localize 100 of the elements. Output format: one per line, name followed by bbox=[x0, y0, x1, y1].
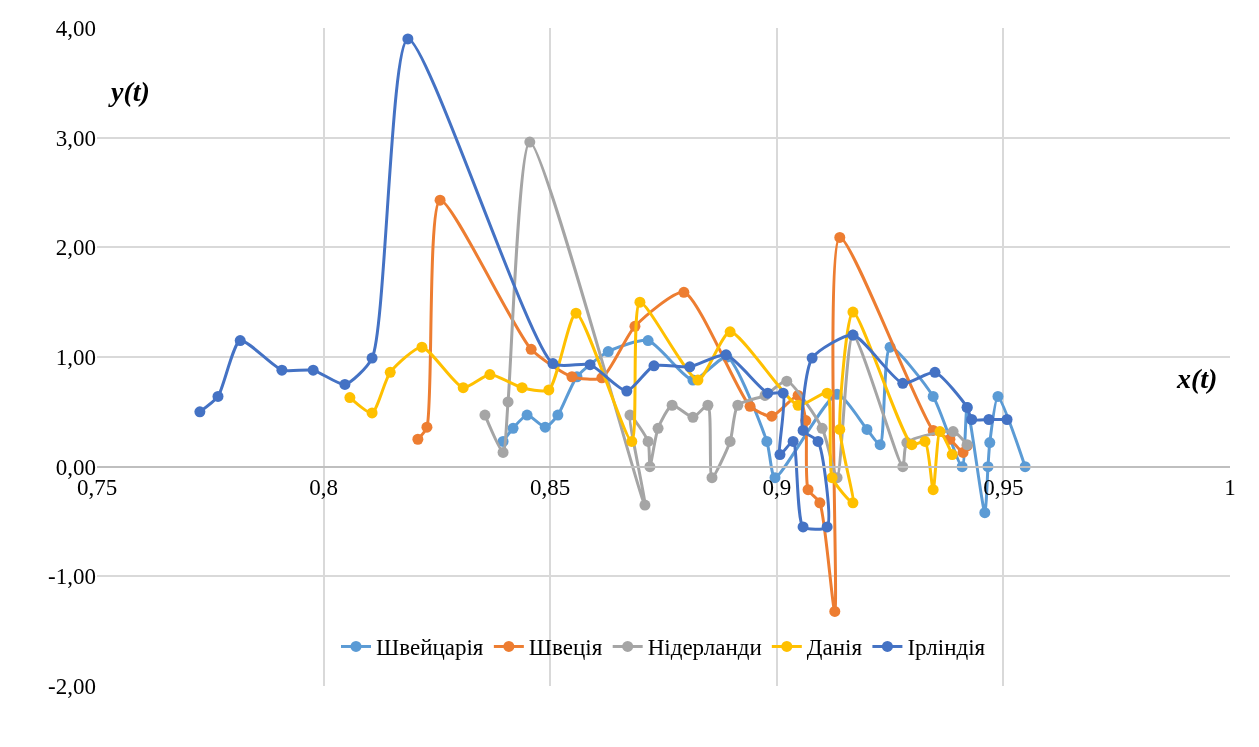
y-tick-label: 3,00 bbox=[55, 125, 96, 151]
point bbox=[339, 378, 351, 390]
y-tick-label: 4,00 bbox=[55, 16, 96, 42]
point bbox=[307, 364, 319, 376]
point bbox=[927, 390, 939, 402]
point bbox=[979, 507, 991, 519]
point bbox=[947, 426, 959, 438]
point bbox=[1001, 414, 1013, 426]
x-tick-label: 0,9 bbox=[762, 475, 792, 501]
point bbox=[543, 384, 555, 396]
point bbox=[621, 385, 633, 397]
point bbox=[402, 33, 414, 45]
point bbox=[484, 369, 496, 381]
point bbox=[421, 421, 433, 433]
point bbox=[412, 433, 424, 445]
point bbox=[806, 352, 818, 364]
x-tick-label: 0,8 bbox=[309, 475, 338, 501]
point bbox=[525, 343, 537, 355]
point bbox=[927, 484, 939, 496]
point bbox=[929, 366, 941, 378]
x-tick-label: 1 bbox=[1224, 475, 1236, 501]
y-tick-label: 2,00 bbox=[55, 235, 96, 261]
point bbox=[678, 286, 690, 298]
point bbox=[384, 366, 396, 378]
point bbox=[861, 423, 873, 435]
point bbox=[797, 521, 809, 533]
point bbox=[366, 352, 378, 364]
point bbox=[702, 399, 714, 411]
point bbox=[781, 375, 793, 387]
point bbox=[874, 439, 886, 451]
legend-label: Швеція bbox=[528, 635, 603, 661]
point bbox=[934, 426, 946, 438]
point bbox=[516, 382, 528, 394]
x-tick-label: 0,85 bbox=[530, 475, 571, 501]
point bbox=[687, 411, 699, 423]
point bbox=[584, 359, 596, 371]
point bbox=[821, 521, 833, 533]
point bbox=[983, 414, 995, 426]
point bbox=[194, 406, 206, 418]
point bbox=[834, 423, 846, 435]
point bbox=[812, 435, 824, 447]
point bbox=[777, 387, 789, 399]
point bbox=[829, 605, 841, 617]
point bbox=[479, 409, 491, 421]
point bbox=[802, 484, 814, 496]
point bbox=[648, 360, 660, 372]
point bbox=[816, 422, 828, 434]
point bbox=[834, 231, 846, 243]
point bbox=[797, 424, 809, 436]
y-tick-label: -1,00 bbox=[48, 564, 96, 590]
legend-label: Данія bbox=[806, 635, 863, 661]
point bbox=[992, 390, 1004, 402]
point bbox=[416, 341, 428, 353]
point bbox=[639, 499, 651, 511]
point bbox=[946, 449, 958, 461]
point bbox=[787, 435, 799, 447]
point bbox=[761, 435, 773, 447]
point bbox=[642, 335, 654, 347]
point bbox=[692, 374, 704, 386]
point bbox=[547, 358, 559, 370]
point bbox=[366, 407, 378, 419]
point bbox=[602, 346, 614, 358]
point bbox=[434, 194, 446, 206]
point bbox=[539, 421, 551, 433]
point bbox=[497, 446, 509, 458]
point bbox=[626, 435, 638, 447]
point bbox=[897, 377, 909, 389]
legend-label: Ірліндія bbox=[907, 635, 986, 661]
point bbox=[906, 439, 918, 451]
point bbox=[847, 306, 859, 318]
point bbox=[344, 392, 356, 404]
point bbox=[847, 497, 859, 509]
point bbox=[684, 361, 696, 373]
point bbox=[507, 422, 519, 434]
point bbox=[821, 387, 833, 399]
point bbox=[826, 472, 838, 484]
legend-label: Нідерланди bbox=[647, 635, 762, 661]
point bbox=[552, 409, 564, 421]
point bbox=[666, 399, 678, 411]
y-axis-title: y(t) bbox=[108, 76, 150, 107]
point bbox=[732, 399, 744, 411]
point bbox=[276, 364, 288, 376]
point bbox=[502, 396, 514, 408]
point bbox=[652, 422, 664, 434]
point bbox=[521, 409, 533, 421]
point bbox=[724, 326, 736, 338]
y-tick-label: 1,00 bbox=[55, 345, 96, 371]
point bbox=[212, 390, 224, 402]
point bbox=[570, 307, 582, 319]
point bbox=[919, 435, 931, 447]
point bbox=[724, 435, 736, 447]
point bbox=[984, 437, 996, 449]
point bbox=[814, 497, 826, 509]
legend-label: Швейцарія bbox=[376, 635, 484, 661]
point bbox=[766, 410, 778, 422]
point bbox=[566, 371, 578, 383]
y-tick-label: -2,00 bbox=[48, 674, 96, 700]
x-axis-title: x(t) bbox=[1176, 363, 1218, 394]
point bbox=[634, 296, 646, 308]
point bbox=[966, 414, 978, 426]
